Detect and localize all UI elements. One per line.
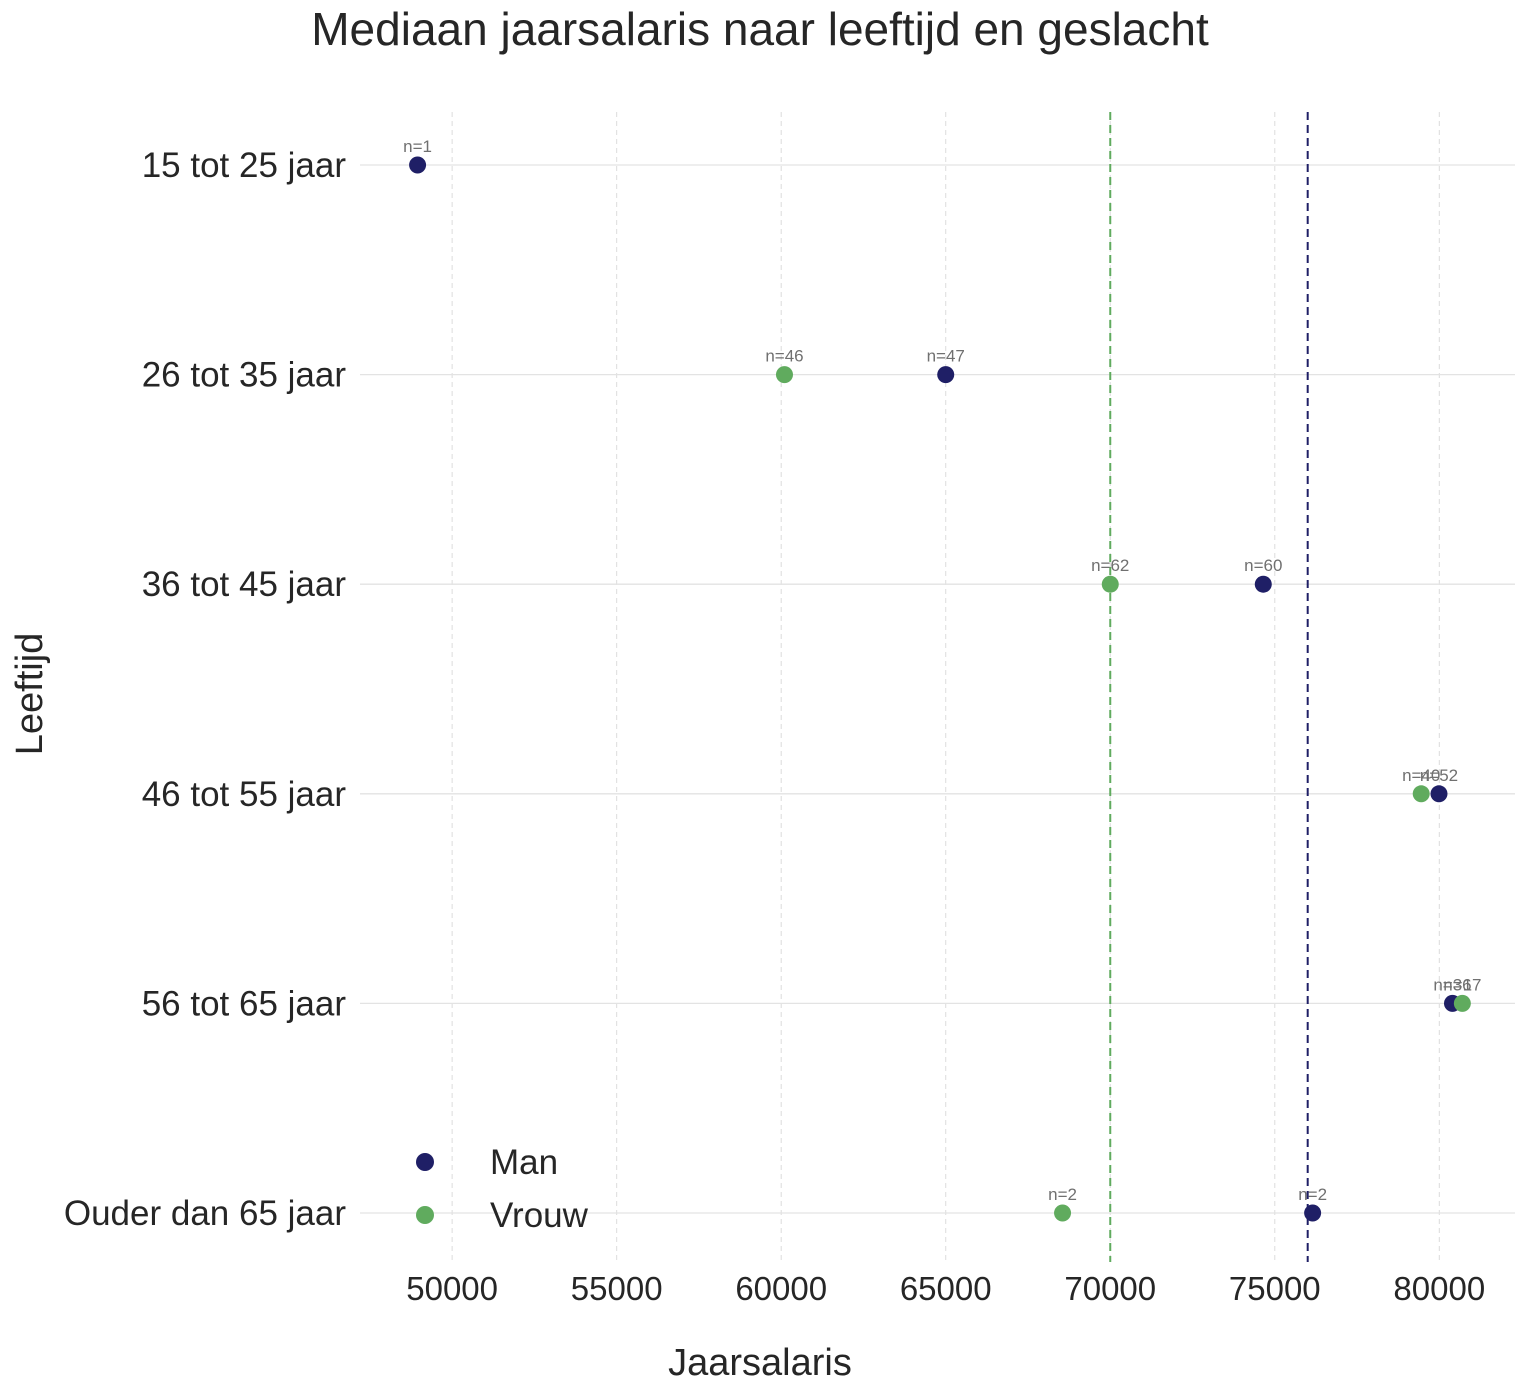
x-tick-label: 60000 (735, 1270, 827, 1307)
point-man (1304, 1204, 1322, 1222)
x-tick-label: 70000 (1064, 1270, 1156, 1307)
grid-lines (360, 112, 1515, 1262)
y-tick-label: 46 tot 55 jaar (142, 775, 347, 814)
point-vrouw (1453, 994, 1471, 1012)
point-vrouw (1412, 785, 1430, 803)
x-tick-label: 75000 (1229, 1270, 1321, 1307)
y-tick-labels: 15 tot 25 jaar 26 tot 35 jaar 36 tot 45 ja… (64, 146, 346, 1233)
legend-marker-vrouw (416, 1206, 434, 1224)
count-label: n=46 (765, 347, 803, 366)
x-tick-label: 80000 (1393, 1270, 1485, 1307)
count-label: n=36 (1433, 975, 1471, 994)
x-tick-label: 65000 (900, 1270, 992, 1307)
point-vrouw (1101, 575, 1119, 593)
x-tick-labels: 50000 55000 60000 65000 70000 75000 80000 (406, 1270, 1485, 1307)
count-label: n=2 (1048, 1185, 1077, 1204)
y-axis-label: Leeftijd (9, 633, 51, 756)
y-tick-label: 26 tot 35 jaar (142, 356, 347, 395)
y-tick-label: 56 tot 65 jaar (142, 984, 347, 1023)
count-label: n=17 (1443, 975, 1481, 994)
point-man (1254, 575, 1272, 593)
count-labels: n=1 n=47 n=60 n=52 n=36 n=2 n=46 n=62 n=40 n=17 n=… (403, 137, 1481, 1204)
point-man (409, 156, 427, 174)
count-label: n=60 (1244, 556, 1282, 575)
legend-label-man: Man (490, 1143, 558, 1182)
point-man (1430, 785, 1448, 803)
legend: Man Vrouw (416, 1143, 589, 1235)
point-vrouw (775, 366, 793, 384)
count-label: n=52 (1420, 766, 1458, 785)
count-label: n=40 (1402, 766, 1440, 785)
data-points (409, 156, 1471, 1222)
count-label: n=62 (1091, 556, 1129, 575)
median-lines (1109, 112, 1309, 1262)
point-man (937, 366, 955, 384)
legend-label-vrouw: Vrouw (490, 1196, 589, 1235)
count-label: n=1 (403, 137, 432, 156)
x-tick-label: 50000 (406, 1270, 498, 1307)
y-tick-label: Ouder dan 65 jaar (64, 1194, 346, 1233)
x-axis-label: Jaarsalaris (668, 1342, 852, 1381)
chart-title: Mediaan jaarsalaris naar leeftijd en ges… (311, 3, 1209, 55)
y-tick-label: 15 tot 25 jaar (142, 146, 347, 185)
legend-marker-man (416, 1153, 434, 1171)
point-vrouw (1054, 1204, 1072, 1222)
count-label: n=2 (1298, 1185, 1327, 1204)
x-tick-label: 55000 (571, 1270, 663, 1307)
y-tick-label: 36 tot 45 jaar (142, 565, 347, 604)
count-label: n=47 (927, 347, 965, 366)
